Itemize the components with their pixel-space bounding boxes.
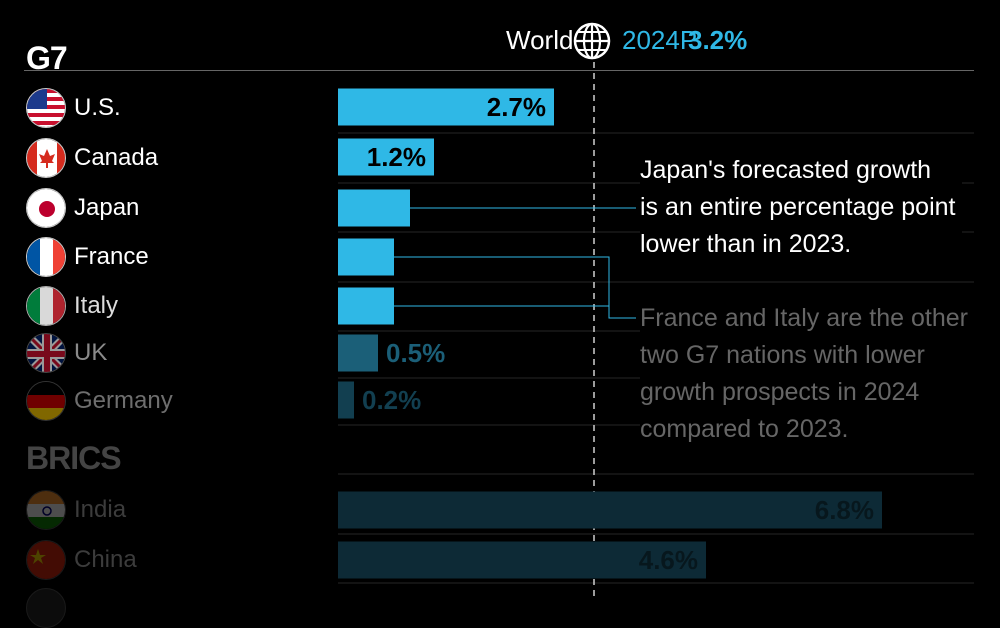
germany-flag-icon [26, 381, 66, 421]
country-row-germany: Germany [26, 381, 173, 421]
country-row-japan: Japan [26, 188, 139, 228]
country-label: Germany [74, 387, 173, 414]
country-row-canada: Canada [26, 138, 158, 178]
annotation-line: France and Italy are the other [640, 304, 968, 332]
country-label: UK [74, 339, 108, 366]
canada-flag-icon [26, 138, 66, 178]
italy-flag-icon [26, 286, 66, 326]
annotation-line: growth prospects in 2024 [640, 378, 920, 406]
japan-flag-icon [26, 188, 66, 228]
bar-chart: 2.7%1.2%0.9%0.7%0.7%0.5%0.2%6.8%4.6% [338, 62, 974, 600]
country-label: China [74, 546, 137, 573]
annotation-line: compared to 2023. [640, 415, 849, 443]
group-title-brics: BRICS [26, 440, 122, 476]
country-label: Japan [74, 194, 140, 221]
country-row-uk: UK [26, 333, 107, 373]
bar-value-label: 2.7% [487, 92, 546, 122]
country-row-india: India [26, 490, 126, 530]
annotation-line: is an entire percentage point [640, 193, 956, 221]
france-italy-annotation: France and Italy are the other two G7 na… [640, 300, 974, 448]
bar-value-label: 4.6% [639, 545, 698, 575]
flag-icon [26, 588, 66, 628]
country-row-italy: Italy [26, 286, 118, 326]
china-flag-icon [26, 540, 66, 580]
country-label: Italy [74, 292, 119, 319]
annotation-leader-france [394, 256, 636, 319]
us-flag-icon [26, 88, 66, 128]
header-divider [24, 70, 974, 71]
bar [338, 541, 706, 579]
annotation-line: Japan's forecasted growth [640, 156, 932, 184]
country-row-france: France [26, 237, 149, 277]
world-label: World [506, 25, 574, 55]
bar [338, 287, 394, 325]
bar [338, 138, 434, 176]
country-label: India [74, 496, 127, 523]
india-flag-icon [26, 490, 66, 530]
bar [338, 189, 410, 227]
bar-value-label: 0.5% [386, 338, 445, 368]
france-flag-icon [26, 237, 66, 277]
bar [338, 238, 394, 276]
bar [338, 334, 378, 372]
bar [338, 88, 554, 126]
period-label: 2024P [622, 25, 698, 55]
country-row-china: China [26, 540, 137, 580]
world-value: 3.2% [688, 25, 748, 55]
bar-value-label: 6.8% [815, 495, 874, 525]
annotation-line: lower than in 2023. [640, 230, 852, 258]
country-label: Canada [74, 144, 159, 171]
country-label: France [74, 243, 149, 270]
country-row-cutoff [26, 588, 74, 628]
country-label: U.S. [74, 94, 121, 121]
uk-flag-icon [26, 333, 66, 373]
bar-value-label: 1.2% [367, 142, 426, 172]
bar [338, 381, 354, 419]
japan-annotation: Japan's forecasted growth is an entire p… [640, 152, 962, 263]
chart-header: World 2024P 3.2% [0, 22, 1000, 60]
country-row-us: U.S. [26, 88, 121, 128]
globe-icon [572, 22, 612, 60]
annotation-line: two G7 nations with lower [640, 341, 925, 369]
bar-value-label: 0.2% [362, 385, 421, 415]
bar [338, 491, 882, 529]
